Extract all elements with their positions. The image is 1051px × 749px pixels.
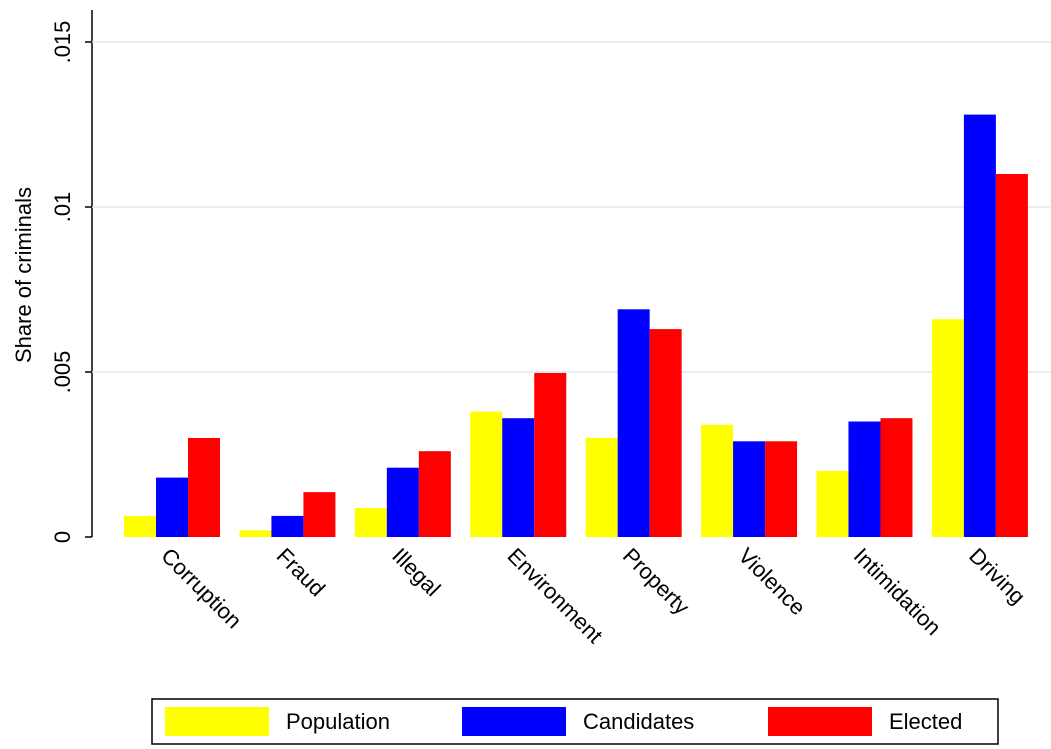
- bar: [765, 441, 798, 537]
- bar: [534, 372, 567, 537]
- bar: [239, 530, 272, 537]
- legend-label: Elected: [889, 709, 962, 734]
- bar: [502, 418, 535, 537]
- bar: [963, 114, 996, 537]
- legend-swatch: [165, 707, 269, 736]
- bar: [995, 174, 1028, 537]
- x-tick-label: Environment: [503, 543, 608, 648]
- x-tick-label: Intimidation: [849, 543, 946, 640]
- legend-label: Population: [286, 709, 390, 734]
- legend-box: [151, 698, 999, 745]
- bar: [617, 309, 650, 537]
- bar: [156, 477, 189, 537]
- legend-swatch: [462, 707, 566, 736]
- bar: [124, 515, 157, 537]
- bar: [303, 492, 336, 537]
- x-tick-label: Corruption: [156, 543, 246, 633]
- bar: [649, 329, 682, 537]
- y-axis-label: Share of criminals: [11, 187, 36, 363]
- bar: [470, 411, 503, 537]
- x-tick-label: Fraud: [272, 543, 330, 601]
- bar: [188, 438, 221, 537]
- legend-swatch: [768, 707, 872, 736]
- x-tick-label: Property: [618, 543, 694, 619]
- bar: [271, 515, 304, 537]
- y-tick-label: .015: [50, 21, 75, 64]
- y-tick-label: .005: [50, 351, 75, 394]
- bar: [585, 438, 618, 537]
- bar: [386, 467, 419, 537]
- y-tick-label: 0: [50, 531, 75, 543]
- bar: [354, 507, 387, 537]
- legend-label: Candidates: [583, 709, 694, 734]
- x-tick-label: Violence: [733, 543, 810, 620]
- x-tick-label: Driving: [964, 543, 1030, 609]
- bar: [733, 441, 766, 537]
- y-tick-label: .01: [50, 192, 75, 223]
- x-tick-label: Illegal: [387, 543, 445, 601]
- bar: [701, 424, 734, 537]
- bar: [816, 471, 849, 537]
- bar: [418, 451, 451, 537]
- bar: [848, 421, 881, 537]
- bar: [880, 418, 913, 537]
- bar: [931, 319, 964, 537]
